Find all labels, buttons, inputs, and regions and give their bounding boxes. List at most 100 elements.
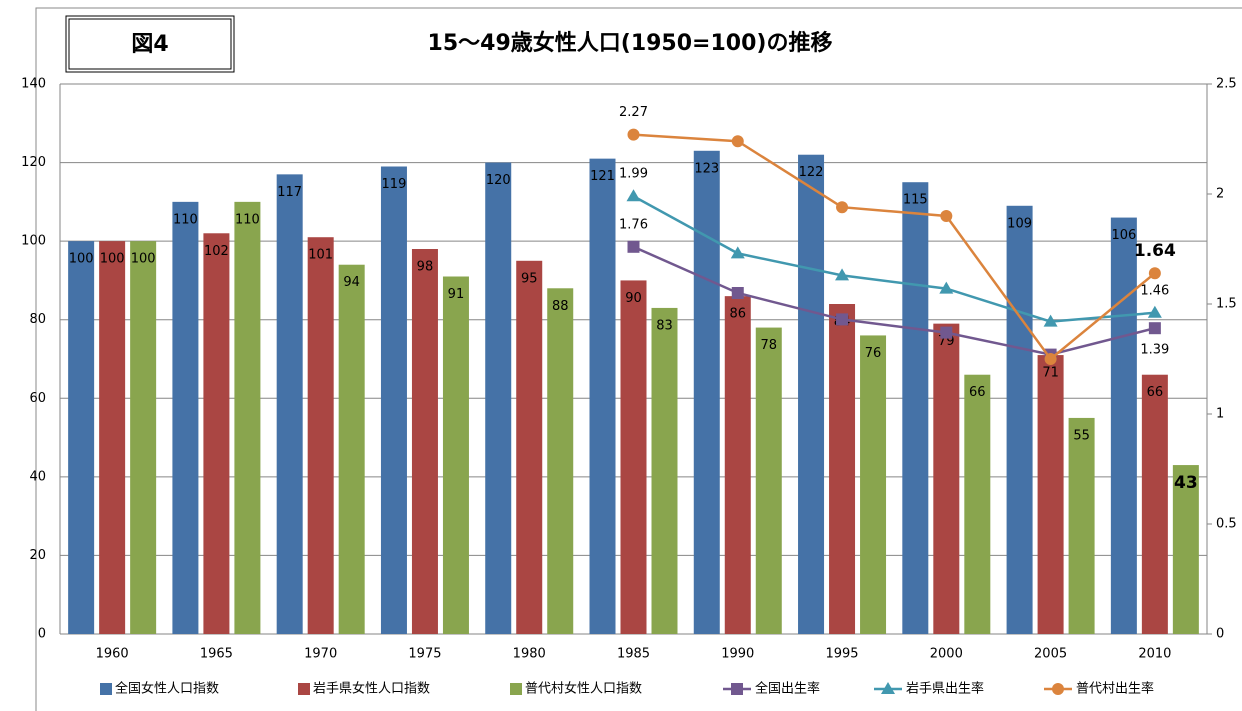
bar bbox=[130, 241, 157, 634]
bar bbox=[1110, 217, 1137, 635]
bar bbox=[547, 288, 574, 634]
bar bbox=[485, 162, 512, 635]
x-tick-label: 2005 bbox=[1034, 647, 1067, 662]
bar-value-label: 86 bbox=[729, 307, 746, 322]
bar-value-label: 110 bbox=[235, 212, 260, 227]
chart-title: 15〜49歳女性人口(1950=100)の推移 bbox=[428, 30, 833, 56]
bar-value-label: 106 bbox=[1111, 228, 1136, 243]
marker bbox=[627, 128, 640, 141]
bar-value-label: 119 bbox=[382, 177, 407, 192]
x-tick-label: 1970 bbox=[304, 647, 337, 662]
bar-value-label: 71 bbox=[1042, 366, 1059, 381]
line-value-label: 1.46 bbox=[1140, 283, 1169, 298]
x-tick-label: 1980 bbox=[513, 647, 546, 662]
y2-tick-label: 0.5 bbox=[1216, 517, 1237, 532]
marker bbox=[731, 287, 744, 299]
bar bbox=[933, 323, 960, 634]
bar-value-label: 94 bbox=[343, 275, 360, 290]
bar bbox=[68, 241, 95, 634]
bar-value-label: 121 bbox=[590, 169, 615, 184]
bar-value-label: 66 bbox=[969, 385, 986, 400]
marker bbox=[835, 268, 850, 281]
legend-swatch bbox=[510, 683, 522, 695]
y-tick-label: 20 bbox=[29, 548, 46, 563]
x-tick-label: 2010 bbox=[1138, 647, 1171, 662]
marker bbox=[1052, 683, 1064, 695]
bar-value-label: 100 bbox=[100, 252, 125, 267]
x-tick-label: 1985 bbox=[617, 647, 650, 662]
bar-value-label: 120 bbox=[486, 173, 511, 188]
legend-label: 岩手県出生率 bbox=[906, 681, 984, 697]
marker bbox=[940, 326, 953, 339]
marker bbox=[731, 135, 744, 148]
bar-value-label: 101 bbox=[308, 248, 333, 263]
bar bbox=[620, 280, 647, 634]
y-tick-label: 120 bbox=[21, 155, 46, 170]
bar bbox=[307, 237, 334, 634]
y2-tick-label: 2.5 bbox=[1216, 77, 1237, 92]
bar bbox=[755, 327, 782, 634]
bar-value-label: 102 bbox=[204, 244, 229, 259]
y2-tick-label: 1.5 bbox=[1216, 297, 1237, 312]
line-value-label: 2.27 bbox=[619, 105, 648, 120]
y-tick-label: 100 bbox=[21, 234, 46, 249]
legend-swatch bbox=[298, 683, 310, 695]
bar-value-label: 115 bbox=[903, 193, 928, 208]
bar-value-label: 78 bbox=[760, 338, 777, 353]
bar bbox=[99, 241, 126, 634]
bar-value-label: 123 bbox=[694, 161, 719, 176]
bar bbox=[589, 158, 616, 634]
bar-value-label: 100 bbox=[131, 252, 156, 267]
marker bbox=[1044, 353, 1057, 365]
line-value-label: 1.76 bbox=[619, 217, 648, 232]
x-tick-label: 1975 bbox=[408, 647, 441, 662]
y-tick-label: 140 bbox=[21, 77, 46, 92]
bar bbox=[1037, 355, 1064, 634]
bar-value-label: 109 bbox=[1007, 216, 1032, 231]
marker bbox=[881, 682, 895, 694]
line-value-label: 1.39 bbox=[1140, 343, 1169, 358]
bar-value-label: 98 bbox=[417, 260, 434, 275]
bar bbox=[651, 307, 678, 634]
bar-value-label: 43 bbox=[1174, 473, 1198, 493]
y-tick-label: 60 bbox=[29, 391, 46, 406]
bar-value-label: 66 bbox=[1147, 385, 1164, 400]
bar bbox=[964, 374, 991, 634]
marker bbox=[626, 189, 641, 202]
x-tick-label: 1960 bbox=[96, 647, 129, 662]
y2-tick-label: 0 bbox=[1216, 627, 1224, 642]
bar-value-label: 110 bbox=[173, 212, 198, 227]
bar bbox=[1006, 205, 1033, 635]
bar bbox=[724, 296, 751, 634]
bar-value-label: 88 bbox=[552, 299, 569, 314]
bar-value-label: 91 bbox=[448, 287, 465, 302]
line-value-label: 1.64 bbox=[1134, 241, 1176, 261]
bar bbox=[234, 201, 261, 634]
bar bbox=[516, 260, 543, 634]
x-tick-label: 2000 bbox=[930, 647, 963, 662]
marker bbox=[836, 313, 849, 326]
x-tick-label: 1995 bbox=[825, 647, 858, 662]
bar bbox=[172, 201, 199, 634]
bar bbox=[1141, 374, 1168, 634]
y2-tick-label: 1 bbox=[1216, 407, 1224, 422]
legend-label: 全国出生率 bbox=[755, 681, 820, 697]
y-tick-label: 80 bbox=[29, 312, 46, 327]
bar-value-label: 122 bbox=[799, 165, 824, 180]
line-value-label: 1.99 bbox=[619, 167, 648, 182]
legend-label: 普代村女性人口指数 bbox=[525, 681, 642, 697]
marker bbox=[1147, 305, 1162, 318]
bar bbox=[1068, 417, 1095, 634]
bar-value-label: 95 bbox=[521, 271, 538, 286]
bar bbox=[411, 249, 438, 634]
x-tick-label: 1965 bbox=[200, 647, 233, 662]
y2-tick-label: 2 bbox=[1216, 187, 1224, 202]
bar bbox=[203, 233, 230, 635]
bar bbox=[442, 276, 469, 634]
marker bbox=[836, 201, 849, 214]
bar bbox=[276, 174, 303, 634]
bar-value-label: 76 bbox=[865, 346, 882, 361]
marker bbox=[1148, 267, 1161, 280]
figure-label: 図4 bbox=[131, 32, 168, 57]
